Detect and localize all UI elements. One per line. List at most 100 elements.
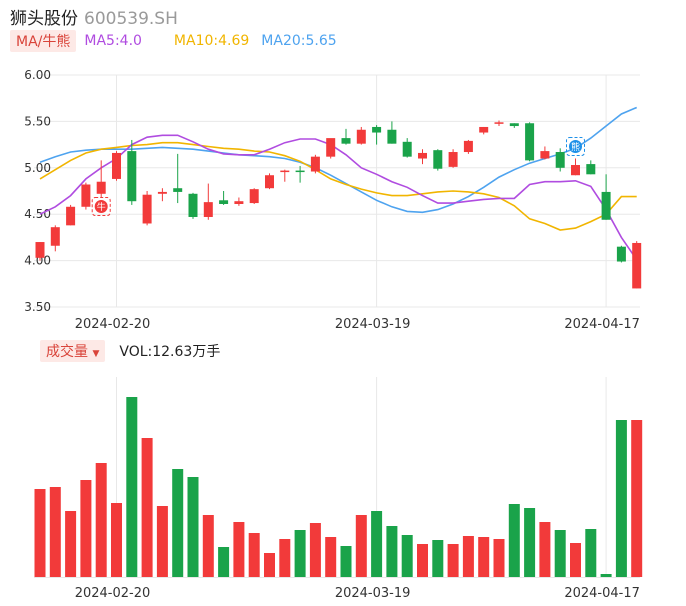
candle-body bbox=[616, 246, 626, 262]
candle-body bbox=[173, 188, 183, 192]
candle-body bbox=[372, 126, 382, 133]
price-date-label: 2024-03-19 bbox=[335, 317, 411, 332]
candlestick bbox=[601, 174, 611, 220]
candlestick bbox=[555, 148, 565, 172]
candlestick bbox=[372, 125, 382, 145]
candlestick bbox=[525, 122, 535, 162]
candlestick bbox=[157, 188, 167, 202]
candlestick bbox=[219, 191, 229, 205]
ma10-line bbox=[39, 141, 637, 231]
candlestick bbox=[616, 245, 626, 263]
candlestick bbox=[586, 160, 596, 175]
volume-bar bbox=[264, 553, 275, 577]
candlestick bbox=[249, 188, 259, 204]
volume-bar bbox=[279, 539, 291, 577]
candlestick bbox=[127, 139, 137, 205]
volume-bar bbox=[294, 530, 306, 577]
candle-body bbox=[112, 152, 121, 179]
volume-bar bbox=[248, 533, 260, 577]
volume-bar bbox=[524, 508, 536, 577]
volume-bar bbox=[340, 546, 352, 577]
candle-body bbox=[265, 175, 274, 189]
candle-body bbox=[448, 152, 458, 167]
triangle-down-icon: ▼ bbox=[92, 349, 100, 359]
candlestick bbox=[418, 149, 427, 165]
candlestick bbox=[387, 121, 397, 144]
candle-body bbox=[632, 242, 642, 289]
volume-bar bbox=[233, 522, 245, 577]
volume-bar bbox=[371, 511, 383, 577]
candle-body bbox=[387, 129, 397, 144]
volume-bar bbox=[539, 522, 551, 577]
price-tick-label: 5.50 bbox=[24, 114, 51, 128]
candlestick bbox=[173, 153, 183, 204]
candlestick bbox=[463, 139, 473, 154]
candlestick bbox=[433, 149, 443, 171]
candle-body bbox=[525, 123, 535, 161]
candle-body bbox=[586, 164, 596, 175]
volume-value: VOL:12.63万手 bbox=[119, 344, 221, 360]
candle-body bbox=[219, 200, 229, 204]
candlestick bbox=[35, 242, 45, 261]
volume-bar bbox=[111, 503, 122, 577]
candle-body bbox=[555, 152, 565, 168]
candlestick bbox=[402, 138, 412, 158]
candle-body bbox=[540, 151, 550, 159]
volume-date-label: 2024-02-20 bbox=[75, 586, 151, 601]
candle-body bbox=[509, 123, 519, 127]
candle-body bbox=[356, 129, 366, 144]
volume-indicator-tag[interactable]: 成交量 ▼ bbox=[40, 340, 106, 362]
chart-header: 狮头股份 600539.SH bbox=[10, 4, 178, 29]
price-date-label: 2024-04-17 bbox=[564, 317, 640, 332]
bull-marker-label: 牛 bbox=[97, 201, 106, 213]
volume-bar bbox=[156, 506, 168, 577]
candlestick bbox=[203, 183, 213, 220]
candlestick bbox=[280, 169, 290, 182]
volume-bar bbox=[508, 504, 520, 577]
price-tick-label: 3.50 bbox=[24, 300, 51, 314]
candle-body bbox=[81, 184, 91, 207]
candlestick bbox=[50, 225, 60, 252]
candlestick bbox=[96, 160, 106, 198]
candle-body bbox=[402, 141, 412, 157]
price-tick-label: 6.00 bbox=[24, 68, 51, 82]
candlestick bbox=[571, 158, 580, 176]
bear-marker-badge bbox=[569, 140, 582, 154]
volume-bar bbox=[631, 420, 643, 577]
candlestick bbox=[188, 192, 198, 219]
candle-body bbox=[494, 122, 504, 124]
ma20-line bbox=[39, 106, 638, 214]
candle-body bbox=[326, 138, 336, 157]
ma-mode-tag[interactable]: MA/牛熊 bbox=[10, 30, 77, 52]
volume-bar bbox=[570, 543, 581, 577]
bull-marker-badge bbox=[94, 199, 108, 213]
candle-body bbox=[341, 138, 351, 144]
candlestick bbox=[112, 151, 121, 181]
volume-bar bbox=[34, 489, 46, 577]
candlestick bbox=[540, 146, 550, 160]
candlestick bbox=[310, 154, 320, 174]
volume-bar bbox=[49, 487, 61, 577]
price-tick-label: 4.50 bbox=[24, 207, 51, 221]
volume-bar bbox=[202, 515, 214, 577]
volume-bar bbox=[309, 523, 321, 577]
stock-code: 600539.SH bbox=[84, 9, 178, 29]
ma-legend: MA/牛熊 MA5:4.0 MA10:4.69 MA20:5.65 bbox=[10, 30, 337, 52]
candle-body bbox=[249, 189, 259, 204]
volume-bar bbox=[386, 526, 398, 577]
ma10-legend: MA10:4.69 bbox=[173, 33, 250, 49]
ma20-legend: MA20:5.65 bbox=[261, 33, 337, 49]
candle-body bbox=[188, 193, 198, 217]
bull-marker: 牛 bbox=[91, 196, 111, 216]
candlestick bbox=[632, 241, 642, 289]
volume-bar bbox=[172, 469, 184, 577]
candle-body bbox=[96, 181, 106, 194]
candlestick bbox=[66, 204, 76, 226]
price-tick-label: 5.00 bbox=[24, 161, 51, 175]
bear-marker-label: 熊 bbox=[571, 141, 580, 153]
candlestick bbox=[265, 173, 274, 190]
candle-body bbox=[571, 165, 580, 176]
candle-body bbox=[50, 227, 60, 246]
candle-body bbox=[295, 170, 305, 173]
